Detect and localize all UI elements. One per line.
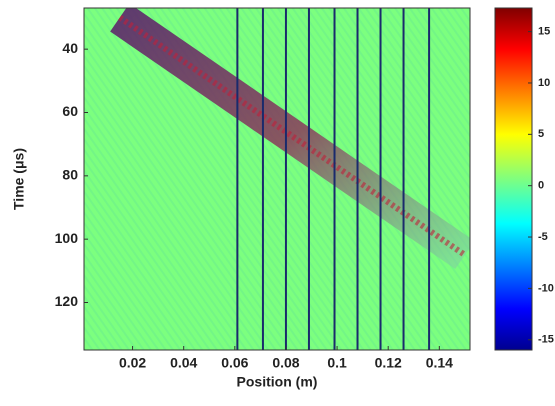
y-tick-label: 40 bbox=[62, 40, 78, 56]
colorbar-tick-label: 5 bbox=[538, 128, 544, 140]
plot-frame bbox=[83, 7, 471, 351]
x-tick-label: 0.14 bbox=[426, 355, 453, 371]
colorbar-tick-label: -15 bbox=[538, 334, 554, 346]
x-tick-label: 0.02 bbox=[119, 355, 146, 371]
x-tick-label: 0.04 bbox=[170, 355, 197, 371]
colorbar bbox=[494, 7, 533, 351]
x-tick-label: 0.12 bbox=[375, 355, 402, 371]
y-tick-label: 80 bbox=[62, 167, 78, 183]
colorbar-tick-label: 15 bbox=[538, 26, 550, 38]
colorbar-tick-label: 0 bbox=[538, 180, 544, 192]
colorbar-tick-label: 10 bbox=[538, 77, 550, 89]
x-axis-label: Position (m) bbox=[237, 374, 318, 390]
colorbar-tick-label: -10 bbox=[538, 282, 554, 294]
x-tick-label: 0.1 bbox=[327, 355, 347, 371]
wavefront-core bbox=[118, 15, 467, 258]
y-axis-label: Time (μs) bbox=[11, 148, 27, 210]
y-tick-label: 120 bbox=[55, 293, 79, 309]
x-tick-label: 0.06 bbox=[221, 355, 248, 371]
colorbar-tick-label: -5 bbox=[538, 231, 548, 243]
y-tick-label: 100 bbox=[55, 230, 79, 246]
y-tick-label: 60 bbox=[62, 103, 78, 119]
plot-area bbox=[84, 8, 470, 350]
x-tick-label: 0.08 bbox=[272, 355, 299, 371]
